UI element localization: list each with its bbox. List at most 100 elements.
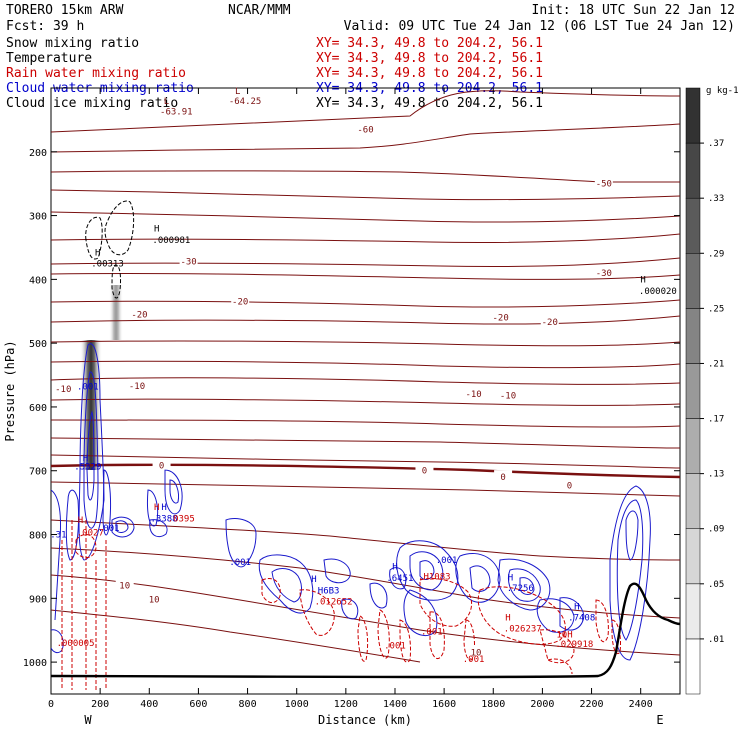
- extremum-label: .029918: [555, 640, 593, 650]
- extremum-label: H: [154, 224, 159, 234]
- x-axis-label: Distance (km): [318, 713, 412, 727]
- extremum-label: .0027: [77, 529, 104, 539]
- ice-shading-plume: [109, 285, 123, 340]
- extremum-label: H6B3: [318, 587, 340, 597]
- init-time: Init: 18 UTC Sun 22 Jan 12: [532, 3, 736, 18]
- legend-label-rain: Rain water mixing ratio: [6, 66, 186, 81]
- org-title: NCAR/MMM: [228, 3, 291, 18]
- colorbar-swatch: [685, 87, 701, 144]
- cloud-water-contours: [51, 343, 651, 661]
- legend-xy-snow: XY= 34.3, 49.8 to 204.2, 56.1: [316, 36, 543, 51]
- colorbar-swatch: [685, 473, 701, 529]
- colorbar-swatch: [685, 528, 701, 585]
- cloud-ice-contours: [85, 200, 135, 299]
- temperature-label: -30: [180, 258, 196, 268]
- temperature-label: 0: [159, 462, 164, 472]
- colorbar-tick-label: .29: [708, 249, 724, 259]
- x-tick-label: 800: [239, 699, 257, 710]
- extremum-label: .00313: [91, 259, 124, 269]
- temperature-label-bg: [560, 478, 579, 490]
- y-tick-label: 900: [29, 594, 47, 605]
- temperature-label: -20: [131, 310, 147, 320]
- plot-frame: [50, 87, 681, 695]
- extremum-label: .000020: [639, 287, 677, 297]
- y-tick-label: 600: [29, 403, 47, 414]
- colorbar-swatch: [685, 197, 701, 254]
- temperature-label-bg: [594, 265, 613, 277]
- y-tick-label: 800: [29, 531, 47, 542]
- temperature-label: -10: [465, 390, 481, 400]
- colorbar-swatch: [685, 418, 701, 474]
- x-tick-label: 1000: [285, 699, 309, 710]
- x-tick-label: 400: [140, 699, 158, 710]
- temperature-label-bg: [179, 254, 198, 266]
- temperature-labels: -60 -50 -30 -30 -20 -20 -20 -20 -10 -10 -10 -10 0 0 0 0…: [54, 122, 613, 659]
- extremum-label: H: [505, 613, 510, 623]
- temperature-label-bg: [464, 387, 483, 399]
- colorbar-tick-label: .21: [708, 359, 724, 369]
- temperature-label-bg: [499, 388, 518, 400]
- temperature-label: -20: [493, 314, 509, 324]
- temperature-label-bg: [115, 578, 134, 590]
- temperature-label: -10: [129, 382, 145, 392]
- temperature-label-bg: [494, 470, 513, 482]
- extremum-label: .012652: [315, 598, 353, 608]
- colorbar-tick-label: .13: [708, 470, 724, 480]
- temperature-label-bg: [145, 592, 164, 604]
- y-tick-label: 200: [29, 148, 47, 159]
- extremum-label: .001: [77, 383, 99, 393]
- extremum-label: H: [83, 454, 88, 464]
- x-tick-label: 2400: [629, 699, 653, 710]
- y-tick-label: 300: [29, 212, 47, 223]
- extremum-label: .001: [98, 524, 120, 534]
- terrain-surface: [51, 582, 680, 679]
- x-tick-label: 2200: [580, 699, 604, 710]
- extremum-label: .3388: [150, 515, 177, 525]
- temperature-label-bg: [491, 310, 510, 322]
- colorbar-tick-label: .25: [708, 304, 724, 314]
- extremum-label: .5329: [74, 462, 101, 472]
- temperature-label: 0: [500, 473, 505, 483]
- temperature-label: -10: [55, 385, 71, 395]
- temperature-label: 10: [149, 596, 160, 606]
- colorbar-swatch: [685, 142, 701, 199]
- extrema-labels: L-63.91L-64.25H.000981H.00313H.000020.00…: [50, 87, 677, 665]
- colorbar-tick-label: .09: [708, 525, 724, 535]
- temperature-label: 0: [567, 481, 572, 491]
- extremum-label: .6451: [386, 574, 413, 584]
- extremum-label: .000005: [57, 639, 95, 649]
- temperature-label-bg: [415, 463, 434, 475]
- colorbar-tick-label: .33: [708, 194, 724, 204]
- temperature-label-bg: [594, 176, 613, 188]
- extremum-label: .7256: [507, 584, 534, 594]
- extremum-label: H: [154, 503, 159, 513]
- extremum-label: 10H: [556, 631, 572, 641]
- rain-water-contours: [61, 520, 621, 690]
- extremum-label: H: [161, 503, 166, 513]
- temperature-label-bg: [130, 307, 149, 319]
- colorbar-tick-label: .05: [708, 580, 724, 590]
- legend-label-temperature: Temperature: [6, 51, 92, 66]
- x-tick-label: 200: [91, 699, 109, 710]
- temperature-label-bg: [540, 315, 559, 327]
- extremum-label: .001: [463, 655, 485, 665]
- colorbar: g kg-1 .01 .05 .09 .13 .17 .21 .25 .29 .33 .37: [685, 86, 739, 695]
- colorbar-unit: g kg-1: [706, 86, 739, 96]
- extremum-label: .000981: [152, 236, 190, 246]
- legend-xy-rain: XY= 34.3, 49.8 to 204.2, 56.1: [316, 66, 543, 81]
- temperature-label-bg: [127, 378, 146, 390]
- colorbar-swatch: [685, 583, 701, 640]
- extremum-label: H: [78, 516, 83, 526]
- extremum-label: H: [311, 575, 316, 585]
- forecast-hour: Fcst: 39 h: [6, 19, 84, 34]
- x-tick-label: 1600: [432, 699, 456, 710]
- y-axis-label: Pressure (hPa): [3, 340, 17, 441]
- temperature-label: -20: [232, 298, 248, 308]
- extremum-label: .001: [384, 642, 406, 652]
- model-title: TORERO 15km ARW: [6, 3, 124, 18]
- x-tick-label: 1400: [383, 699, 407, 710]
- extremum-label: H: [95, 249, 100, 259]
- y-tick-label: 700: [29, 467, 47, 478]
